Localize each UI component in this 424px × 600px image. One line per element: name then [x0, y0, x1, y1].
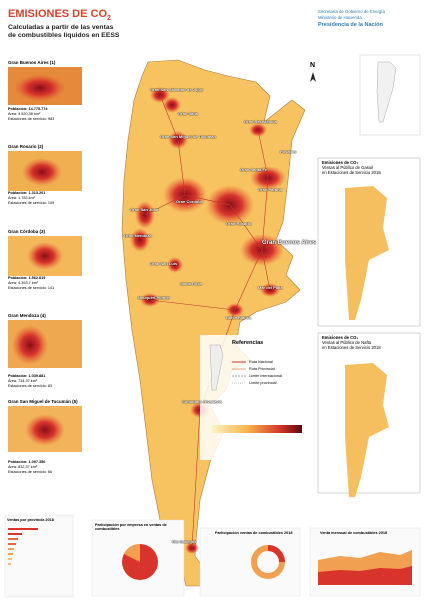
panel-map — [345, 186, 389, 320]
inset-title: Gran Mendoza (4) — [8, 313, 46, 318]
map-label: Gran Salta — [178, 111, 199, 116]
legend-title: Referencias — [232, 340, 264, 346]
hotspot — [130, 228, 150, 252]
subtitle: Calculadas a partir de las ventas — [8, 24, 114, 31]
map-label: Gran San Juan — [130, 207, 159, 212]
map-label: Gran San Luis — [150, 261, 178, 266]
compass: N — [310, 62, 316, 69]
inset-title: Gran Buenos Aires (1) — [8, 60, 56, 65]
inset-hotspot — [12, 325, 48, 365]
bottom-charts — [4, 514, 421, 598]
inset-stat: Área: 1.783 km² — [8, 196, 36, 200]
inset-stat: Población: 1.097.356 — [8, 460, 46, 464]
map-label: Posadas — [280, 149, 297, 154]
map-label: Gran Santa Fe — [240, 167, 268, 172]
bar — [8, 538, 18, 540]
inset-title: Gran Córdoba (3) — [8, 229, 46, 234]
logo-text: Ministerio de Hacienda — [318, 15, 362, 20]
inset-stat: Área: 832,37 km² — [8, 465, 38, 469]
inset-stat: Estaciones de servicio: 83 — [8, 384, 53, 388]
inset-stat: Área: 9.520,38 km² — [8, 112, 41, 116]
inset-stat: Estaciones de servicio: 109 — [8, 201, 55, 205]
inset-stat: Población: 14.775.774 — [8, 107, 48, 111]
map-label: Gran Córdoba — [176, 199, 203, 204]
inset-hotspot — [25, 414, 65, 446]
panel-map — [345, 363, 389, 497]
chart-frame — [4, 514, 74, 598]
legend-map — [209, 344, 224, 391]
inset-stat: Población: 1.039.881 — [8, 374, 46, 378]
map-label: Neuquén-Plottier — [138, 295, 171, 300]
panel-title: Emisiones de CO₂ — [322, 335, 359, 340]
map-label: Gran Resistencia — [244, 119, 277, 124]
panel-title: en Estaciones de Servicio 2018 — [322, 345, 381, 350]
bar — [8, 528, 38, 530]
bar — [8, 563, 11, 565]
inset-stat: Población: 1.313.201 — [8, 191, 46, 195]
inset-stat: Área: 4.393,7 km² — [8, 281, 39, 285]
logo-text: Secretaría de Gobierno de Energía — [318, 9, 385, 14]
side-panels — [317, 157, 421, 497]
panel-title: Ventas al Público de Gasoil — [322, 165, 373, 170]
map-label: Gran San Salvador de Jujuy — [150, 87, 204, 92]
map-label: Bahía Blanca — [226, 315, 252, 320]
panel-title: en Estaciones de Servicio 2018 — [322, 170, 381, 175]
inset-hotspot — [27, 242, 63, 270]
legend-item: Ruta Provincial — [249, 367, 275, 371]
logo-text: Presidencia de la Nación — [318, 22, 383, 28]
inset-title: Gran San Miguel de Tucumán (5) — [8, 399, 78, 404]
bar — [8, 548, 14, 550]
bar — [8, 553, 13, 555]
color-scale — [212, 425, 302, 433]
map-label: Gran Rosario — [226, 221, 252, 226]
inset-stat: Estaciones de servicio: 983 — [8, 117, 55, 121]
bar — [8, 533, 22, 535]
inset-hotspot — [14, 74, 66, 102]
route — [149, 299, 236, 311]
chart-title: Venta mensual de combustibles 2018 — [320, 531, 388, 535]
inset-title: Gran Rosario (2) — [8, 144, 44, 149]
inset-stat: Población: 1.562.819 — [8, 276, 46, 280]
chart-title: Ventas por provincia 2018 — [7, 518, 54, 522]
map-label: Comodoro Rivadavia — [182, 399, 223, 404]
subtitle: de combustibles líquidos en EESS — [8, 32, 120, 39]
route — [257, 129, 269, 251]
map-label: Gran Mendoza — [124, 233, 152, 238]
legend-item: Ruta Nacional — [249, 360, 273, 364]
bar — [8, 543, 16, 545]
map-label: Gran San Miguel de Tucumán — [160, 134, 216, 139]
map-label: Mar del Plata — [258, 285, 283, 290]
map-label: Río Gallegos — [172, 539, 197, 544]
hotspot — [167, 257, 183, 273]
map-label: Santa Rosa — [180, 281, 202, 286]
legend-item: Límite internacional — [249, 374, 282, 378]
north-arrow — [310, 72, 316, 82]
insets — [8, 67, 82, 452]
panel-title: Emisiones de CO₂ — [322, 160, 359, 165]
inset-hotspot — [22, 158, 62, 186]
legend-item: Límite provincial — [249, 381, 277, 385]
route — [144, 194, 231, 216]
hotspot — [163, 97, 181, 113]
title: EMISIONES DE CO2 — [8, 8, 111, 23]
panel-title: Ventas al Público de Nafta — [322, 340, 372, 345]
legend — [200, 335, 310, 460]
arrow — [310, 72, 316, 82]
chart-title: Participación por empresa en ventas de c… — [95, 523, 167, 532]
inset-stat: Estaciones de servicio: 66 — [8, 470, 53, 474]
pie-slice — [124, 544, 140, 562]
chart-title: Participación ventas de combustibles 201… — [215, 531, 293, 535]
area — [318, 566, 412, 585]
title-subscript: 2 — [107, 15, 111, 23]
map-label: Gran Paraná — [258, 187, 282, 192]
inset-stat: Estaciones de servicio: 141 — [8, 286, 55, 290]
map-label: Gran Buenos Aires — [262, 240, 317, 246]
locator-map — [376, 61, 397, 123]
bar — [8, 558, 12, 560]
donut-slice — [267, 545, 285, 563]
inset-stat: Área: 734,37 km² — [8, 379, 38, 383]
